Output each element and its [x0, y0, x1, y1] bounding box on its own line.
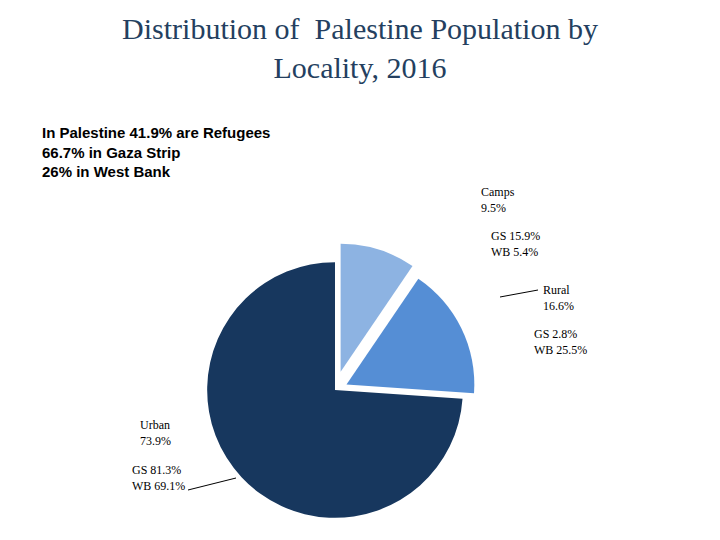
svg-text:Urban73.9%: Urban73.9% [140, 418, 171, 448]
svg-text:Rural16.6%: Rural16.6% [543, 283, 574, 313]
svg-text:Distribution of Palestine Pop: Distribution of Palestine Population byL… [122, 12, 598, 84]
svg-text:Camps9.5%: Camps9.5% [481, 185, 515, 215]
svg-text:In Palestine 41.9% are Refugee: In Palestine 41.9% are Refugees66.7% in … [42, 124, 270, 180]
svg-text:GS 2.8%WB 25.5%: GS 2.8%WB 25.5% [534, 327, 587, 357]
svg-text:GS 15.9%WB 5.4%: GS 15.9%WB 5.4% [491, 229, 540, 259]
svg-text:GS 81.3%WB 69.1%: GS 81.3%WB 69.1% [132, 463, 185, 493]
